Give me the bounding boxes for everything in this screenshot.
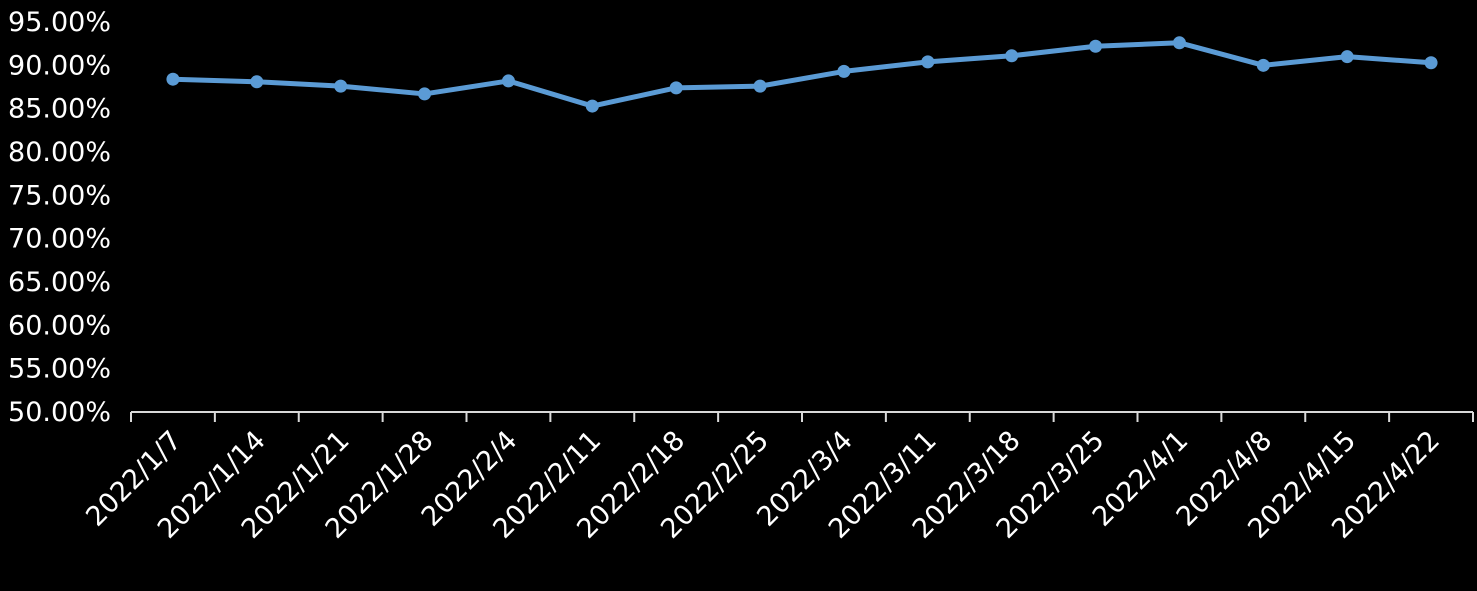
x-axis-tick-labels: 2022/1/72022/1/142022/1/212022/1/282022/… (80, 425, 1446, 545)
data-point (1256, 58, 1270, 72)
series-layer (166, 36, 1438, 113)
y-tick-label: 90.00% (8, 50, 111, 81)
data-point (837, 64, 851, 78)
y-tick-label: 60.00% (8, 310, 111, 341)
y-tick-label: 65.00% (8, 267, 111, 298)
y-tick-label: 55.00% (8, 354, 111, 385)
x-axis (130, 411, 1474, 422)
data-point (501, 74, 515, 88)
data-point (753, 79, 767, 93)
y-tick-label: 80.00% (8, 137, 111, 168)
y-tick-label: 50.00% (8, 397, 111, 428)
data-point (1340, 50, 1354, 64)
y-tick-label: 85.00% (8, 94, 111, 125)
data-point (669, 81, 683, 95)
y-tick-label: 75.00% (8, 180, 111, 211)
data-point (1172, 36, 1186, 50)
data-point (585, 99, 599, 113)
y-tick-label: 70.00% (8, 224, 111, 255)
y-axis-tick-labels: 50.00% 55.00% 60.00% 65.00% 70.00% 75.00% 80.0… (8, 7, 111, 428)
data-point (250, 75, 264, 89)
data-point (1005, 49, 1019, 63)
data-point (334, 79, 348, 93)
series-line (170, 40, 1434, 109)
data-point (1089, 39, 1103, 53)
data-point (1424, 56, 1438, 70)
data-point (166, 72, 180, 86)
y-tick-label: 95.00% (8, 7, 111, 38)
data-point (921, 55, 935, 69)
data-point (418, 87, 432, 101)
